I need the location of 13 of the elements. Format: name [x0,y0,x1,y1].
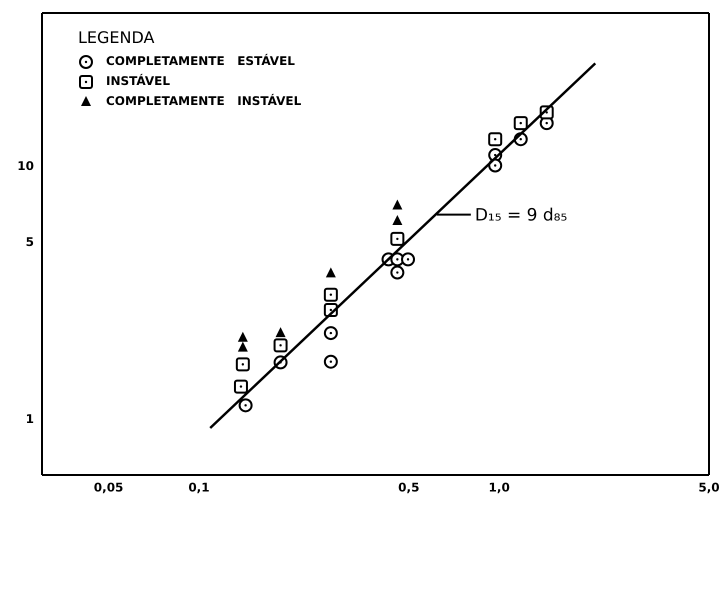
legend-title: LEGENDA [78,28,156,47]
legend-label: COMPLETAMENTE ESTÁVEL [105,52,296,70]
y-tick-label: 10 [17,158,34,173]
legend-label: INSTÁVEL [105,72,172,90]
legend-label: COMPLETAMENTE INSTÁVEL [105,92,302,110]
annotation: D₁₅ = 9 d₈₅ [474,206,568,226]
x-tick-label: 5,0 [698,480,720,495]
x-tick-label: 0,1 [188,480,210,495]
y-tick-label: 5 [26,235,34,250]
x-tick-label: 0,05 [94,480,124,495]
y-tick-label: 1 [26,412,34,426]
x-tick-label: 1,0 [488,480,510,495]
x-tick-label: 0,5 [398,480,420,495]
